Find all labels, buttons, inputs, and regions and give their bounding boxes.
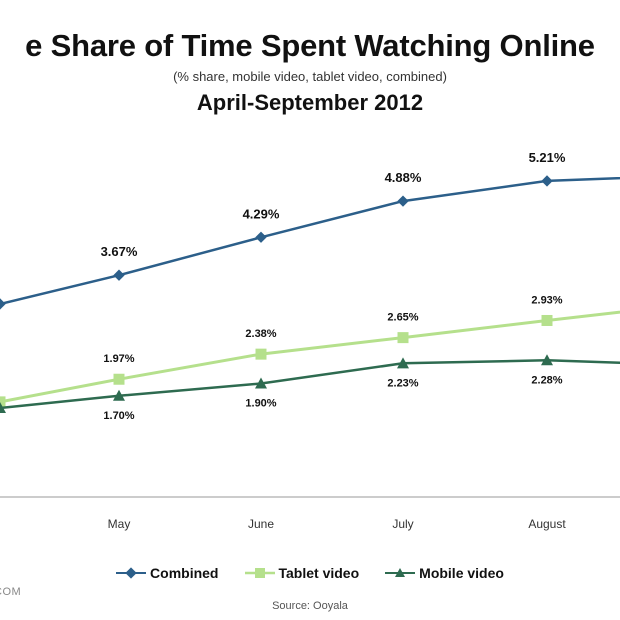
legend-swatch-combined [116, 567, 147, 579]
point-combined-august[interactable] [541, 175, 553, 187]
series-line-0 [0, 176, 620, 306]
series-line-1 [0, 310, 620, 404]
series-line-2 [0, 359, 620, 410]
point-combined-april[interactable] [0, 298, 6, 310]
source-note: Source: Ooyala [272, 600, 348, 612]
x-tick-label-august: August [528, 517, 566, 531]
data-label-combined-july: 4.88% [385, 170, 422, 185]
x-tick-label-june: June [248, 517, 274, 531]
chart-subtitle: (% share, mobile video, tablet video, co… [173, 69, 447, 84]
legend-item-combined[interactable]: Combined [116, 565, 219, 581]
data-label-tablet-video-august: 2.93% [531, 294, 562, 306]
legend-item-mobile[interactable]: Mobile video [385, 565, 504, 581]
point-combined-june[interactable] [255, 231, 267, 243]
point-tablet-video-june[interactable] [255, 348, 267, 360]
x-tick-label-may: May [108, 517, 131, 531]
data-label-combined-may: 3.67% [101, 244, 138, 259]
point-mobile-video-august[interactable] [541, 354, 553, 366]
legend-swatch-mobile [385, 568, 416, 577]
point-tablet-video-july[interactable] [397, 332, 409, 344]
point-tablet-video-april[interactable] [0, 396, 6, 408]
data-label-tablet-video-june: 2.38% [245, 328, 276, 340]
legend-swatch-tablet [244, 568, 275, 578]
data-label-mobile-video-may: 1.70% [103, 410, 134, 422]
line-chart: May June July August 3.67% 4.29% 4.88% 5.21% 1.… [0, 150, 620, 531]
data-label-combined-august: 5.21% [529, 150, 566, 165]
legend-label-tablet: Tablet video [278, 565, 360, 581]
x-tick-label-july: July [392, 517, 413, 531]
point-tablet-video-august[interactable] [541, 314, 553, 326]
chart-period: April-September 2012 [196, 90, 424, 115]
data-label-mobile-video-july: 2.23% [387, 377, 418, 389]
legend-item-tablet[interactable]: Tablet video [244, 565, 360, 581]
data-label-tablet-video-july: 2.65% [387, 312, 418, 324]
data-label-tablet-video-may: 1.97% [103, 353, 134, 365]
point-mobile-video-june[interactable] [255, 377, 267, 389]
point-combined-may[interactable] [113, 269, 125, 281]
legend-label-mobile: Mobile video [419, 565, 504, 581]
data-label-mobile-video-august: 2.28% [531, 374, 562, 386]
legend-label-combined: Combined [150, 565, 219, 581]
brand-watermark: COM [0, 586, 22, 598]
point-mobile-video-april[interactable] [0, 402, 6, 413]
legend: Combined Tablet video Mobile video [0, 565, 620, 581]
chart-title: e Share of Time Spent Watching Online [25, 28, 595, 63]
point-mobile-video-may[interactable] [113, 389, 125, 401]
point-tablet-video-may[interactable] [113, 373, 125, 385]
data-label-mobile-video-june: 1.90% [245, 398, 276, 410]
data-label-combined-june: 4.29% [243, 206, 280, 221]
point-mobile-video-july[interactable] [397, 357, 409, 369]
point-combined-july[interactable] [397, 195, 409, 207]
